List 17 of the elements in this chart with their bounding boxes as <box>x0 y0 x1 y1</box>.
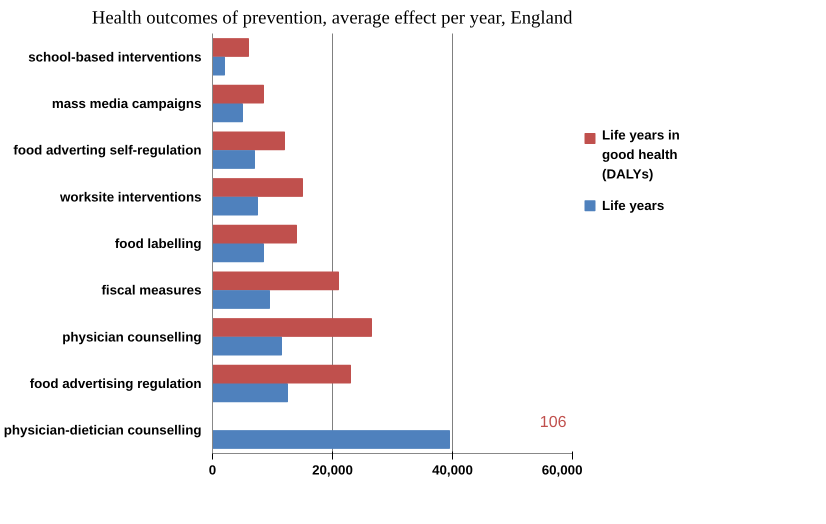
y-tick-label: school-based interventions <box>28 49 202 64</box>
chart-title: Health outcomes of prevention, average effect per year, England <box>92 8 574 28</box>
y-tick-label: food adverting self-regulation <box>13 142 202 158</box>
x-tick-label: 40,000 <box>432 462 473 478</box>
x-tick-label: 60,000 <box>542 462 582 478</box>
x-tick-label: 0 <box>208 462 216 478</box>
y-tick-label: worksite interventions <box>59 189 202 204</box>
x-tick-label: 20,000 <box>312 462 353 478</box>
y-tick-label: fiscal measures <box>101 282 202 298</box>
legend-label: Life years in good health (DALYs) <box>602 128 680 182</box>
annotation: 106 <box>540 414 567 431</box>
y-tick-label: physician counselling <box>62 329 202 344</box>
y-tick-label: mass media campaigns <box>52 96 202 111</box>
y-tick-label: food advertising regulation <box>30 376 202 391</box>
legend-label: Life years <box>602 198 664 214</box>
y-tick-label: physician-dietician counselling <box>4 422 202 438</box>
y-tick-label: food labelling <box>114 236 202 251</box>
